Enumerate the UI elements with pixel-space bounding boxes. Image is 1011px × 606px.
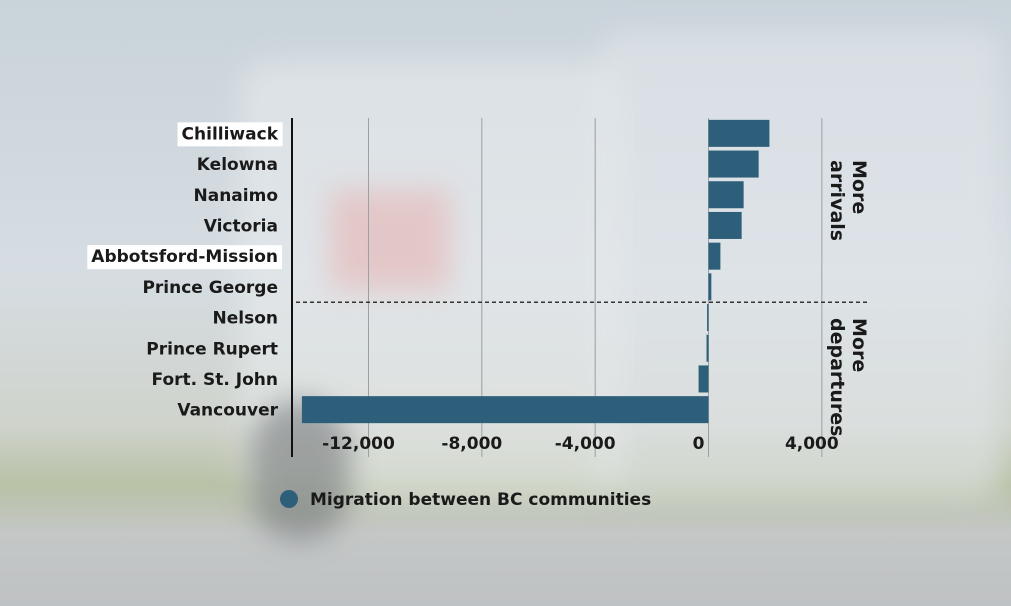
bar: [708, 150, 759, 178]
category-label: Victoria: [204, 216, 278, 236]
bar: [708, 211, 742, 239]
bar: [706, 334, 709, 362]
x-tick-label: 4,000: [785, 434, 839, 454]
background-logo: [330, 190, 450, 290]
legend-label: Migration between BC communities: [310, 490, 651, 510]
category-label: Vancouver: [177, 401, 278, 421]
legend-marker: [280, 490, 298, 508]
category-label: Chilliwack: [182, 124, 279, 144]
bar: [707, 304, 709, 332]
label-highlight: [87, 245, 282, 270]
category-label: Prince Rupert: [146, 339, 278, 359]
x-tick-label: -12,000: [322, 434, 395, 454]
bar: [708, 181, 744, 209]
background-wheel: [250, 400, 350, 540]
category-label: Prince George: [142, 278, 278, 298]
bar: [708, 273, 712, 301]
bar: [301, 396, 709, 424]
bar: [708, 242, 721, 270]
x-tick-label: -8,000: [441, 434, 502, 454]
annotation: More arrivals: [826, 160, 870, 242]
category-label: Nanaimo: [194, 186, 279, 206]
category-label: Abbotsford-Mission: [91, 247, 278, 267]
annotation: More departures: [826, 318, 870, 437]
category-label: Fort. St. John: [152, 370, 278, 390]
x-tick-label: 0: [693, 434, 705, 454]
category-label: Kelowna: [197, 155, 278, 175]
x-tick-label: -4,000: [555, 434, 616, 454]
label-highlight: [177, 122, 283, 147]
bar: [698, 365, 709, 393]
category-label: Nelson: [213, 309, 279, 329]
bar: [708, 119, 770, 147]
